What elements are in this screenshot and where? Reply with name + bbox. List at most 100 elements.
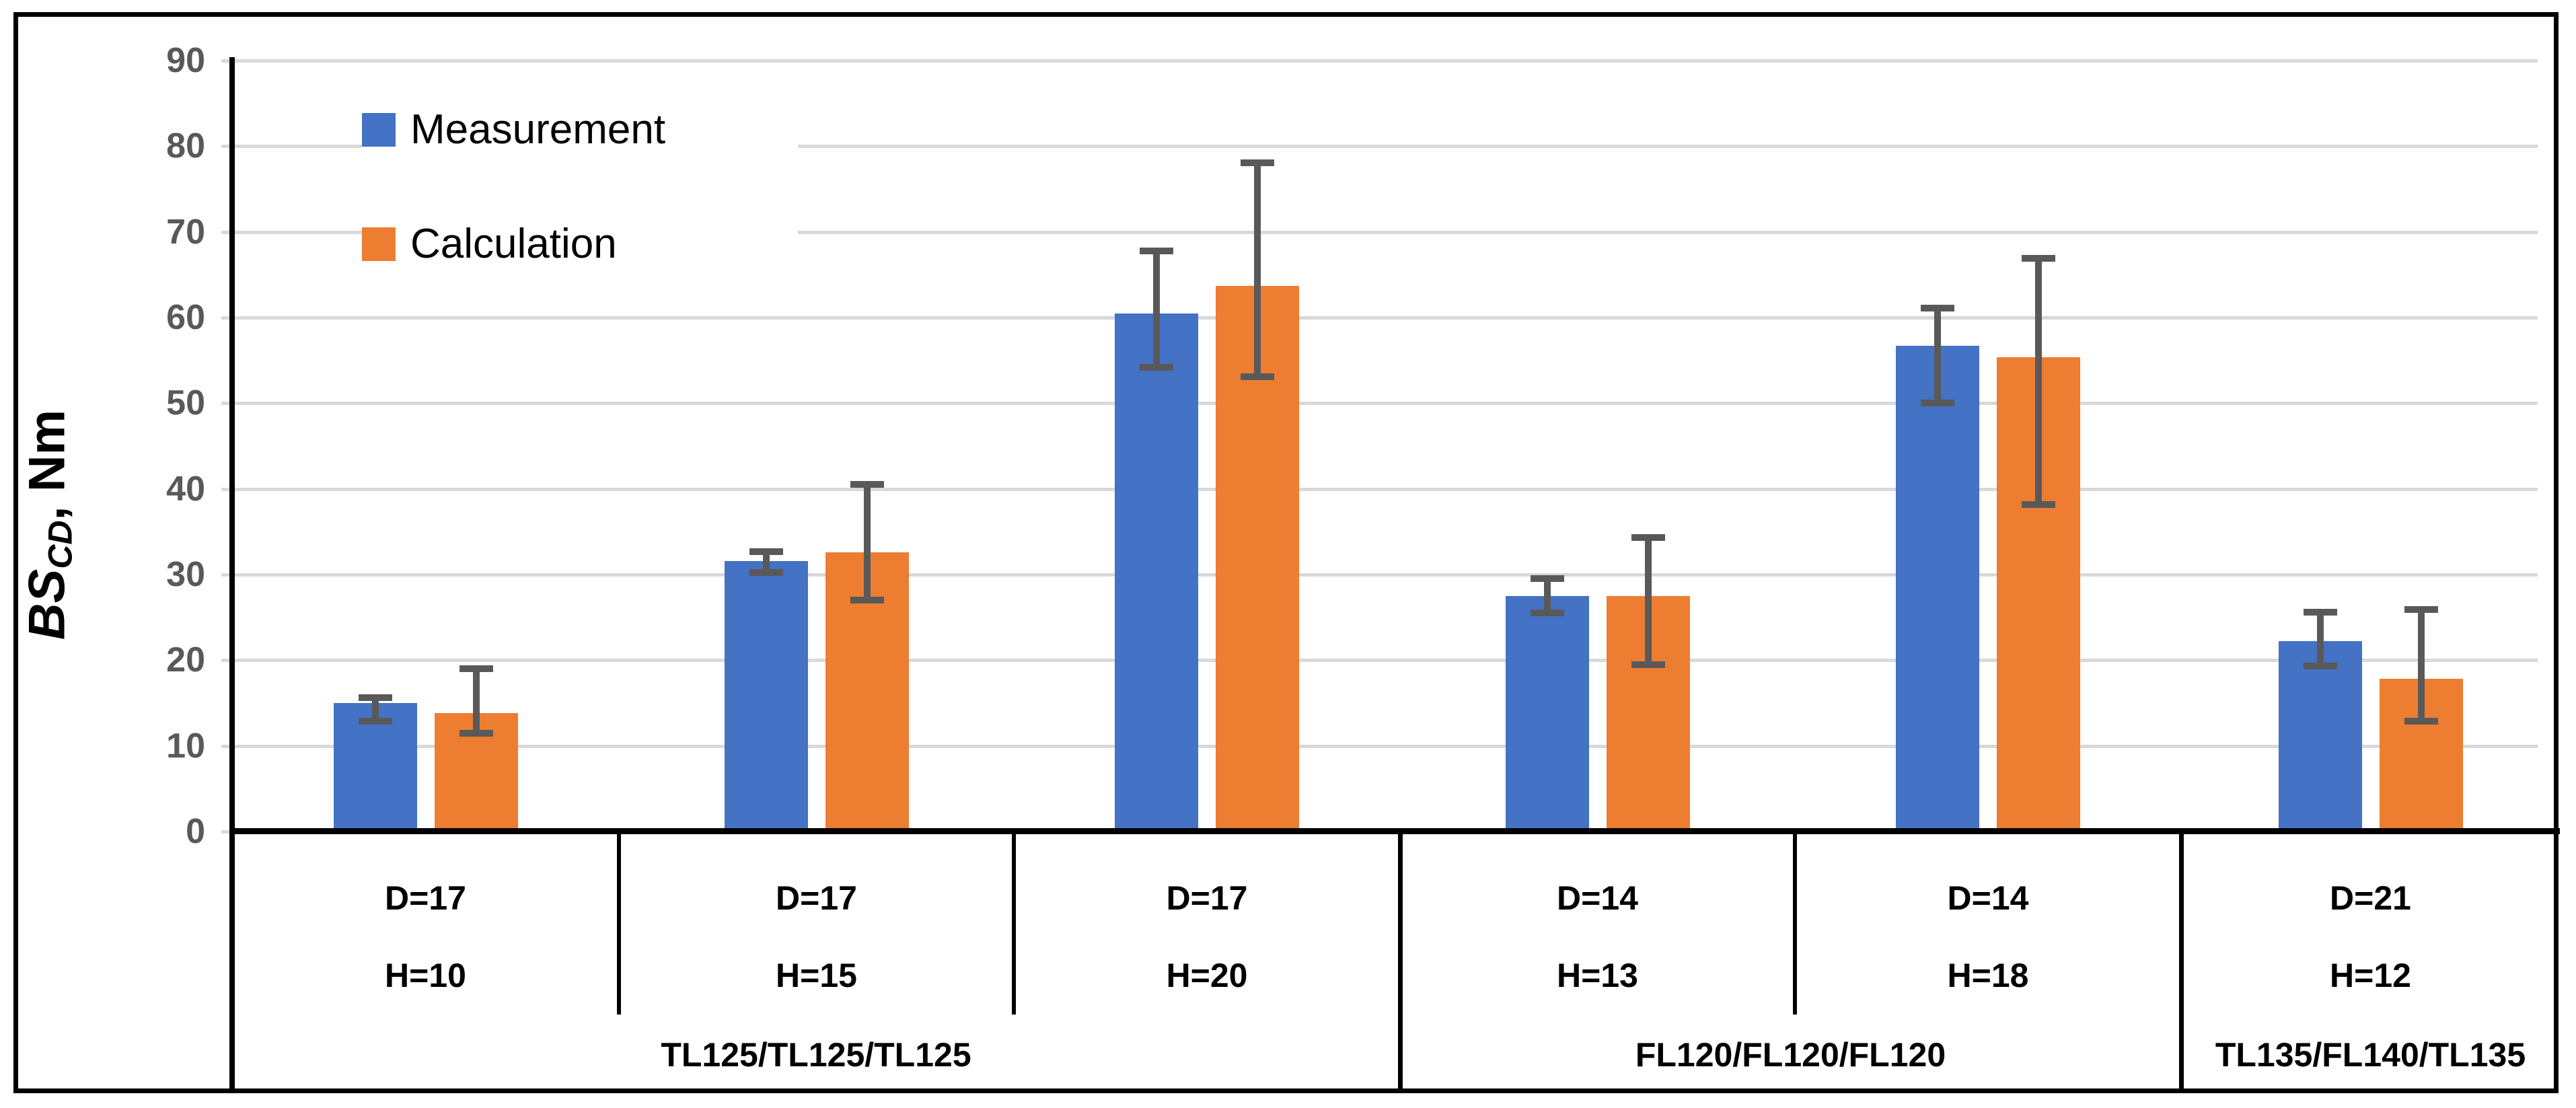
error-bar-line [1153, 250, 1160, 367]
category-label-d: D=14 [1947, 879, 2029, 917]
error-bar-cap [459, 665, 493, 673]
error-bar-line [1543, 579, 1551, 614]
y-tick-label: 20 [166, 640, 205, 680]
y-axis-title-subscript: CD [41, 520, 79, 569]
error-bar-cap [1241, 159, 1274, 166]
category-label-h: H=12 [2330, 957, 2411, 994]
y-axis-title-unit: , Nm [18, 409, 76, 521]
error-bar-line [2316, 612, 2324, 667]
y-axis-title: BSCD, Nm [18, 409, 79, 640]
error-bar-line [1644, 538, 1652, 665]
y-tick-mark [221, 230, 232, 234]
legend-label-calculation: Calculation [410, 221, 617, 267]
y-tick-mark [221, 659, 232, 663]
y-tick-label: 0 [186, 812, 205, 851]
error-bar-cap [2303, 663, 2337, 670]
error-bar-line [2417, 610, 2425, 721]
error-bar-line [863, 484, 871, 601]
error-bar-line [1254, 162, 1261, 377]
category-label-h: H=10 [385, 957, 466, 994]
category-label-h: H=13 [1557, 957, 1638, 994]
error-bar-cap [749, 569, 783, 577]
error-bar-cap [1631, 661, 1665, 668]
error-bar-cap [459, 729, 493, 737]
category-label-h: H=18 [1947, 957, 2029, 994]
error-bar-cap [749, 548, 783, 555]
y-tick-label: 30 [166, 555, 205, 594]
legend: Measurement Calculation [362, 102, 798, 272]
error-bar-cap [1631, 534, 1665, 542]
y-axis [229, 57, 235, 1093]
y-tick-label: 90 [166, 41, 205, 81]
error-bar-line [762, 551, 770, 573]
y-tick-label: 60 [166, 298, 205, 338]
bar-measurement [2278, 641, 2362, 832]
group-divider [1398, 834, 1403, 1093]
category-label-d: D=14 [1557, 879, 1638, 917]
calculation-swatch-icon [362, 227, 396, 261]
legend-item-measurement: Measurement [362, 106, 798, 153]
category-divider [1012, 834, 1016, 1014]
error-bar-cap [1530, 575, 1564, 583]
y-tick-mark [221, 316, 232, 320]
gridline [232, 402, 2538, 406]
error-bar-cap [1921, 305, 1954, 311]
y-tick-label: 50 [166, 383, 205, 423]
error-bar-cap [1140, 247, 1173, 254]
y-tick-mark [221, 145, 232, 149]
bar-measurement [1896, 346, 1979, 832]
category-label-d: D=21 [2330, 879, 2411, 917]
error-bar-line [1934, 308, 1941, 404]
y-tick-label: 10 [166, 726, 205, 766]
category-divider [1793, 834, 1797, 1014]
category-label-d: D=17 [385, 879, 466, 917]
gridline [232, 659, 2538, 663]
error-bar-cap [1530, 610, 1564, 617]
error-bar-cap [2022, 501, 2055, 508]
gridline [232, 573, 2538, 577]
error-bar-cap [1140, 363, 1173, 371]
y-tick-mark [221, 487, 232, 491]
category-label-d: D=17 [776, 879, 857, 917]
category-label-h: H=20 [1166, 957, 1248, 994]
y-tick-mark [221, 573, 232, 577]
y-tick-mark [221, 402, 232, 406]
error-bar-cap [1921, 400, 1954, 407]
bar-measurement [1115, 313, 1198, 832]
error-bar-cap [2404, 606, 2438, 614]
group-label: TL125/TL125/TL125 [661, 1036, 971, 1074]
bar-measurement [1505, 595, 1589, 832]
error-bar-cap [2022, 255, 2055, 262]
error-bar-line [371, 698, 379, 721]
error-bar-cap [1241, 373, 1274, 380]
y-tick-label: 80 [166, 126, 205, 166]
group-label: TL135/FL140/TL135 [2215, 1036, 2526, 1074]
error-bar-cap [2303, 609, 2337, 616]
gridline [232, 145, 2538, 149]
error-bar-cap [850, 481, 884, 488]
y-tick-label: 70 [166, 212, 205, 252]
gridline [232, 230, 2538, 234]
error-bar-cap [2404, 717, 2438, 725]
error-bar-cap [358, 694, 392, 702]
gridline [232, 316, 2538, 320]
bar-measurement [724, 560, 808, 832]
gridline [232, 59, 2538, 63]
category-label-d: D=17 [1166, 879, 1248, 917]
error-bar-line [2035, 258, 2042, 505]
legend-label-measurement: Measurement [410, 106, 666, 153]
category-divider [617, 834, 621, 1014]
error-bar-cap [850, 597, 884, 604]
error-bar-cap [358, 717, 392, 725]
y-axis-title-main: BS [18, 568, 76, 640]
error-bar-line [472, 669, 480, 733]
group-divider [2179, 834, 2184, 1093]
y-tick-mark [221, 59, 232, 63]
group-label: FL120/FL120/FL120 [1635, 1036, 1946, 1074]
y-tick-mark [221, 744, 232, 748]
gridline [232, 744, 2538, 748]
category-label-h: H=15 [776, 957, 857, 994]
y-tick-mark [221, 830, 232, 834]
y-tick-label: 40 [166, 469, 205, 509]
